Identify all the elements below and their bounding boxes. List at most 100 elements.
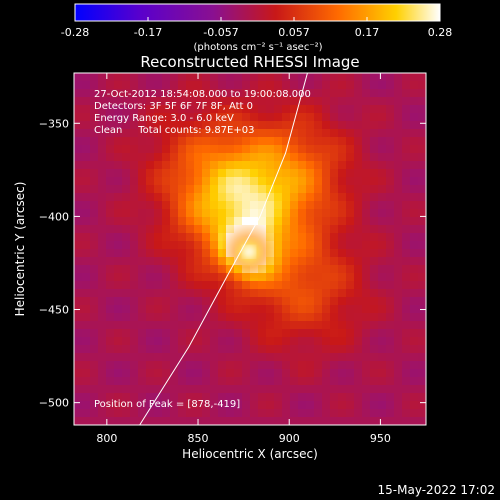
heatmap-cell [82,377,91,386]
heatmap-cell [194,161,203,170]
heatmap-cell [250,337,259,346]
heatmap-cell [346,153,355,162]
heatmap-cell [90,161,99,170]
heatmap-cell [74,353,83,362]
heatmap-cell [218,353,227,362]
heatmap-cell [186,417,195,425]
heatmap-cell [386,97,395,106]
heatmap-cell [266,153,275,162]
heatmap-cell [210,241,219,250]
heatmap-cell [298,105,307,114]
heatmap-cell [314,225,323,234]
heatmap-cell [258,209,267,218]
heatmap-cell [386,313,395,322]
heatmap-cell [322,145,331,154]
heatmap-cell [298,145,307,154]
heatmap-cell [402,273,411,282]
heatmap-cell [322,137,331,146]
heatmap-cell [74,369,83,378]
heatmap-cell [170,129,179,138]
heatmap-cell [338,393,347,402]
heatmap-cell [410,321,419,330]
heatmap-cell [314,209,323,218]
heatmap-cell [402,193,411,202]
heatmap-cell [130,385,139,394]
heatmap-cell [178,281,187,290]
heatmap-cell [362,177,371,186]
heatmap-cell [162,385,171,394]
heatmap-cell [418,121,426,130]
heatmap-cell [170,321,179,330]
heatmap-cell [266,113,275,122]
heatmap-cell [306,289,315,298]
heatmap-cell [386,401,395,410]
heatmap-cell [370,161,379,170]
heatmap-cell [130,329,139,338]
heatmap-cell [258,289,267,298]
heatmap-cell [130,121,139,130]
heatmap-cell [418,193,426,202]
heatmap-cell [178,209,187,218]
heatmap-cell [362,273,371,282]
heatmap-cell [258,297,267,306]
heatmap-cell [234,369,243,378]
heatmap-cell [98,81,107,90]
heatmap-cell [370,241,379,250]
heatmap-cell [314,273,323,282]
heatmap-cell [170,177,179,186]
heatmap-cell [202,145,211,154]
heatmap-cell [114,169,123,178]
heatmap-cell [242,329,251,338]
heatmap-cell [314,137,323,146]
heatmap-cell [106,337,115,346]
heatmap-cell [194,265,203,274]
heatmap-cell [282,385,291,394]
heatmap-cell [122,241,131,250]
heatmap-cell [322,201,331,210]
heatmap-cell [250,281,259,290]
heatmap-cell [298,249,307,258]
heatmap-cell [354,257,363,266]
heatmap-cell [218,113,227,122]
heatmap-cell [178,385,187,394]
heatmap-cell [106,177,115,186]
heatmap-cell [266,193,275,202]
heatmap-cell [370,177,379,186]
heatmap-cell [226,89,235,98]
colorbar-tick-label: -0.057 [203,26,238,39]
heatmap-cell [394,201,403,210]
heatmap-cell [114,137,123,146]
heatmap-cell [410,305,419,314]
heatmap-cell [194,353,203,362]
heatmap-cell [386,305,395,314]
heatmap-cell [114,193,123,202]
heatmap-cell [194,97,203,106]
heatmap-cell [186,241,195,250]
heatmap-cell [394,377,403,386]
heatmap-cell [362,249,371,258]
heatmap-cell [194,345,203,354]
heatmap-cell [122,417,131,425]
heatmap-cell [106,105,115,114]
heatmap-cell [266,393,275,402]
x-tick-label: 850 [188,432,209,445]
heatmap-cell [178,305,187,314]
heatmap-cell [90,225,99,234]
heatmap-cell [362,265,371,274]
heatmap-cell [226,105,235,114]
heatmap-cell [338,417,347,425]
heatmap-cell [178,161,187,170]
heatmap-cell [194,329,203,338]
heatmap-cell [338,249,347,258]
heatmap-cell [218,81,227,90]
heatmap-cell [250,273,259,282]
heatmap-cell [74,249,83,258]
heatmap-cell [314,81,323,90]
heatmap-cell [106,161,115,170]
heatmap-cell [74,105,83,114]
heatmap-cell [346,281,355,290]
heatmap-cell [282,217,291,226]
heatmap-cell [138,105,147,114]
heatmap-cell [410,249,419,258]
heatmap-cell [82,121,91,130]
